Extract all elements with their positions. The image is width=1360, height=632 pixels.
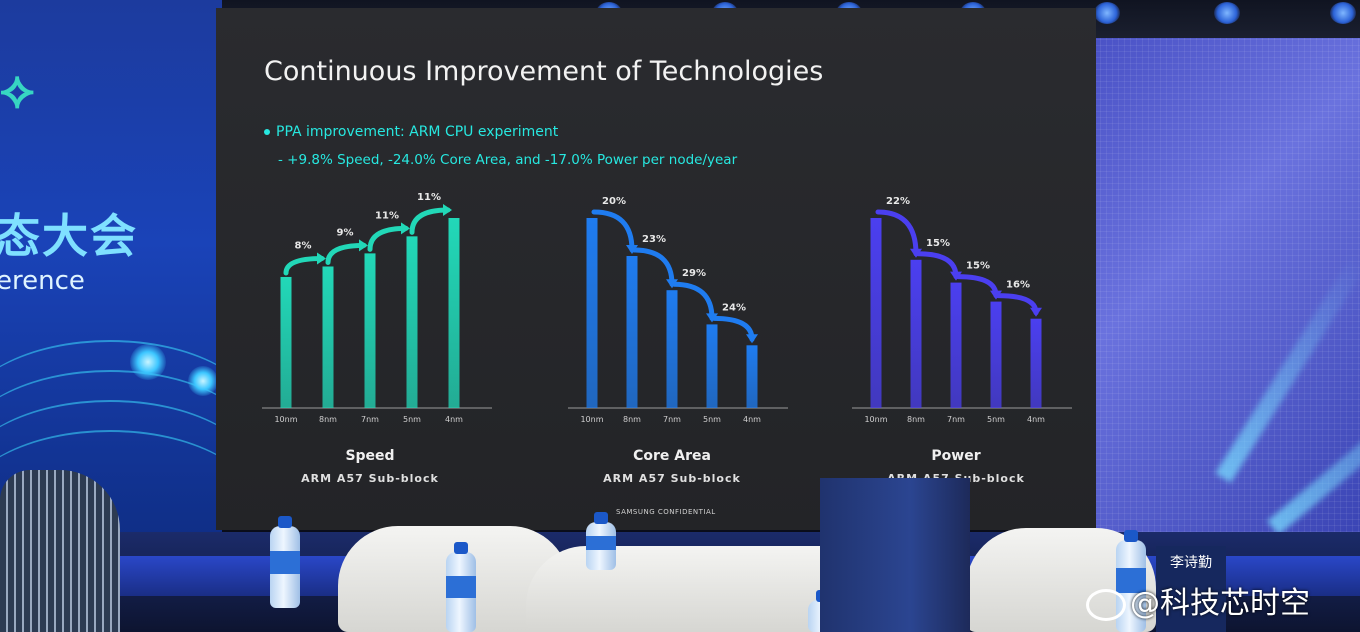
chart-step-arrow xyxy=(955,274,999,299)
chart-step-arrow xyxy=(631,247,675,287)
chart-tick-label: 4nm xyxy=(445,415,463,424)
chart-bar xyxy=(322,266,334,408)
chart-data-label: 11% xyxy=(375,210,399,221)
chart-arrow-head-icon xyxy=(746,334,758,344)
chart-data-label: 8% xyxy=(295,240,312,251)
chart-tick-label: 7nm xyxy=(663,415,681,424)
banner-wave xyxy=(0,340,222,502)
chart-arrow-head-icon xyxy=(1030,307,1042,317)
chart-data-label: 9% xyxy=(337,227,354,238)
stage-light-icon xyxy=(1214,2,1240,24)
chart-tick-label: 5nm xyxy=(987,415,1005,424)
chart-arrow-head-icon xyxy=(359,239,368,252)
ppa-charts: 10nm 8nm 7nm 5nm 4nm 8% 9% 11% 11% Speed ARM A57 S… xyxy=(262,192,1072,485)
chart-bar xyxy=(746,345,758,408)
chart-arrow-head-icon xyxy=(401,222,410,235)
chart-step-arrow xyxy=(367,225,409,252)
chart-title: Speed xyxy=(345,448,394,464)
banner-title-zh: 态大会 xyxy=(0,209,138,263)
chart-bar xyxy=(706,324,718,408)
banner-logo: ⟡ xyxy=(0,60,35,120)
chart-tick-label: 10nm xyxy=(580,415,603,424)
chart-arrow-head-icon xyxy=(443,204,452,216)
weibo-watermark: @科技芯时空 xyxy=(1086,578,1310,622)
stage-light-icon xyxy=(1330,2,1356,24)
chart-tick-label: 8nm xyxy=(319,415,337,424)
water-bottle xyxy=(446,542,476,632)
chart-bar xyxy=(1030,318,1042,408)
chart-bar xyxy=(280,276,292,408)
nameplate: 李诗勤 xyxy=(1156,546,1226,632)
weibo-icon xyxy=(1086,588,1126,621)
bullet-dot-icon xyxy=(264,129,270,135)
banner-glow xyxy=(130,344,166,380)
chart-tick-label: 8nm xyxy=(907,415,925,424)
presentation-slide: Continuous Improvement of Technologies P… xyxy=(216,8,1096,530)
chart-bar xyxy=(626,256,638,408)
slide-bullet: PPA improvement: ARM CPU experiment xyxy=(264,124,558,140)
chart-title: Core Area xyxy=(633,448,711,464)
slide-bullet-text: PPA improvement: ARM CPU experiment xyxy=(276,124,559,140)
chart-tick-label: 4nm xyxy=(1027,415,1045,424)
slide-title: Continuous Improvement of Technologies xyxy=(264,56,824,87)
chart-step-arrow xyxy=(711,315,755,342)
chart-arrow-head-icon xyxy=(317,252,326,265)
chart-bar xyxy=(448,218,460,408)
stage-light-icon xyxy=(1094,2,1120,24)
chart-step-arrow xyxy=(591,209,635,253)
left-banner: ⟡ 态大会 erence xyxy=(0,0,222,540)
chart-bar xyxy=(586,218,598,408)
confidential-footer: SAMSUNG CONFIDENTIAL xyxy=(616,508,716,516)
banner-wave xyxy=(0,370,222,532)
chart-bar xyxy=(910,259,922,408)
chart-title: Power xyxy=(931,448,980,464)
chart-tick-label: 10nm xyxy=(274,415,297,424)
banner-title-en: erence xyxy=(0,266,85,296)
chart-subtitle: ARM A57 Sub-block xyxy=(603,472,741,485)
chart-subtitle: ARM A57 Sub-block xyxy=(301,472,439,485)
chart-data-label: 24% xyxy=(722,302,746,313)
chart-data-label: 16% xyxy=(1006,280,1030,291)
chart-bar xyxy=(364,253,376,408)
chart-data-label: 29% xyxy=(682,268,706,279)
chart-tick-label: 5nm xyxy=(403,415,421,424)
right-wall-screen xyxy=(1094,38,1360,538)
chart-bar xyxy=(950,282,962,408)
banner-wave xyxy=(0,400,222,540)
chart-data-label: 11% xyxy=(417,192,441,203)
water-bottle xyxy=(270,516,300,608)
chart-tick-label: 4nm xyxy=(743,415,761,424)
chart-step-arrow xyxy=(915,251,959,280)
chart-step-arrow xyxy=(875,209,919,257)
chart-bar xyxy=(666,290,678,408)
chart-step-arrow xyxy=(995,293,1039,316)
gift-bag xyxy=(820,478,970,632)
chart-tick-label: 7nm xyxy=(361,415,379,424)
chart-data-label: 20% xyxy=(602,196,626,207)
chart-step-arrow xyxy=(325,242,367,265)
banner-glow xyxy=(188,366,218,396)
slide-sub-bullet: - +9.8% Speed, -24.0% Core Area, and -17… xyxy=(278,152,738,168)
chart-tick-label: 8nm xyxy=(623,415,641,424)
water-bottle xyxy=(586,512,616,570)
chart-data-label: 22% xyxy=(886,196,910,207)
chart-bar xyxy=(870,218,882,408)
chart-step-arrow xyxy=(671,281,715,321)
chart-data-label: 15% xyxy=(926,238,950,249)
chart-bar xyxy=(990,301,1002,408)
chart-tick-label: 5nm xyxy=(703,415,721,424)
chart-bar xyxy=(406,236,418,408)
chart-step-arrow xyxy=(409,207,451,235)
audience-person xyxy=(0,470,120,632)
chart-step-arrow xyxy=(283,255,325,276)
chart-data-label: 23% xyxy=(642,234,666,245)
water-bottle xyxy=(1116,530,1146,632)
chart-data-label: 15% xyxy=(966,261,990,272)
watermark-text: @科技芯时空 xyxy=(1130,586,1310,621)
chart-tick-label: 10nm xyxy=(864,415,887,424)
banner-wave xyxy=(0,430,222,540)
chart-tick-label: 7nm xyxy=(947,415,965,424)
